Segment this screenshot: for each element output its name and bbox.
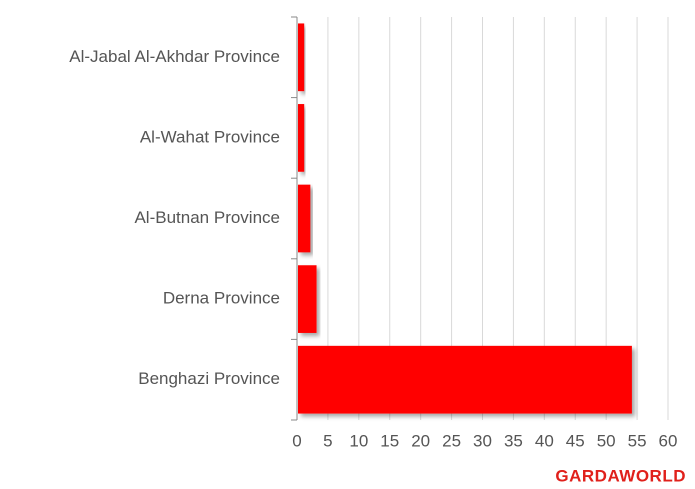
x-tick-label: 40	[535, 431, 554, 450]
x-tick-label: 20	[411, 431, 430, 450]
bar	[298, 23, 305, 92]
y-tick-label: Al-Jabal Al-Akhdar Province	[69, 47, 280, 66]
y-tick-label: Al-Butnan Province	[134, 208, 280, 227]
x-tick-label: 0	[292, 431, 301, 450]
bar	[298, 265, 317, 333]
x-tick-label: 60	[659, 431, 678, 450]
x-tick-label: 30	[473, 431, 492, 450]
bar	[298, 345, 632, 414]
y-tick-label: Derna Province	[163, 289, 280, 308]
x-tick-label: 45	[566, 431, 585, 450]
logo: GARDAWORLD	[555, 466, 686, 485]
x-tick-label: 25	[442, 431, 461, 450]
bar	[298, 184, 311, 253]
y-tick-label: Al-Wahat Province	[140, 127, 280, 146]
x-tick-label: 35	[504, 431, 523, 450]
x-tick-label: 15	[380, 431, 399, 450]
bar	[298, 104, 305, 172]
y-tick-label: Benghazi Province	[138, 369, 280, 388]
x-tick-label: 10	[349, 431, 368, 450]
x-tick-label: 50	[597, 431, 616, 450]
x-tick-label: 5	[323, 431, 332, 450]
x-tick-label: 55	[628, 431, 647, 450]
